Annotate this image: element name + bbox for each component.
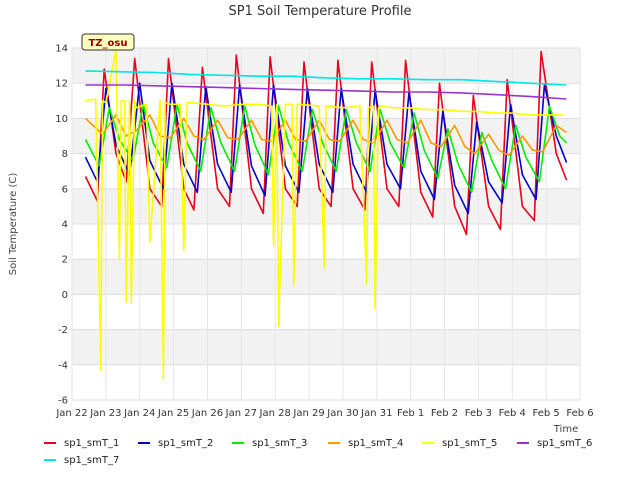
x-axis-label: Time bbox=[553, 424, 578, 435]
chart-legend: sp1_smT_1 sp1_smT_2 sp1_smT_3 sp1_smT_4 sp1_… bbox=[0, 436, 640, 476]
legend-item: sp1_smT_4 bbox=[328, 438, 403, 449]
legend-label: sp1_smT_2 bbox=[158, 438, 214, 449]
legend-item: sp1_smT_1 bbox=[44, 438, 119, 449]
y-tick-label: 6 bbox=[62, 184, 68, 195]
series-line-sp1_smT_6 bbox=[85, 84, 567, 100]
legend-swatch bbox=[44, 442, 56, 444]
series-line-sp1_smT_3 bbox=[84, 103, 568, 194]
x-tick-label: Jan 30 bbox=[326, 408, 358, 419]
chart-title: SP1 Soil Temperature Profile bbox=[229, 4, 412, 19]
series-line-sp1_smT_5 bbox=[85, 48, 564, 380]
legend-item: sp1_smT_3 bbox=[232, 438, 307, 449]
x-tick-label: Feb 6 bbox=[566, 408, 593, 419]
x-tick-label: Jan 24 bbox=[123, 408, 155, 419]
y-tick-label: -2 bbox=[58, 325, 68, 336]
y-tick-label: 8 bbox=[62, 149, 68, 160]
grid-bands bbox=[72, 48, 580, 365]
series-line-sp1_smT_4 bbox=[84, 114, 567, 157]
annotation-box bbox=[81, 33, 135, 51]
legend-swatch bbox=[422, 442, 434, 444]
legend-label: sp1_smT_1 bbox=[64, 438, 120, 449]
legend-label: sp1_smT_7 bbox=[64, 455, 120, 466]
legend-swatch bbox=[232, 442, 244, 444]
y-tick-labels: -6 -4 -2 0 2 4 6 8 10 12 14 bbox=[55, 44, 68, 407]
legend-swatch bbox=[44, 459, 56, 461]
y-tick-label: 14 bbox=[55, 44, 68, 55]
legend-item: sp1_smT_6 bbox=[517, 438, 592, 449]
x-tick-label: Jan 28 bbox=[259, 408, 291, 419]
legend-item: sp1_smT_2 bbox=[138, 438, 213, 449]
series-lines bbox=[84, 48, 568, 380]
x-tick-labels: Jan 22 Jan 23 Jan 24 Jan 25 Jan 26 Jan 27 Jan … bbox=[55, 408, 593, 419]
x-tick-label: Jan 26 bbox=[191, 408, 223, 419]
legend-label: sp1_smT_5 bbox=[442, 438, 498, 449]
y-tick-label: 12 bbox=[55, 79, 68, 90]
legend-swatch bbox=[138, 442, 150, 444]
x-tick-label: Feb 4 bbox=[499, 408, 526, 419]
legend-label: sp1_smT_6 bbox=[537, 438, 593, 449]
y-tick-label: 0 bbox=[62, 290, 68, 301]
y-tick-label: -4 bbox=[58, 360, 68, 371]
y-tick-label: -6 bbox=[58, 396, 68, 407]
y-tick-label: 4 bbox=[62, 220, 68, 231]
y-axis-label: Soil Temperature (C) bbox=[8, 173, 19, 276]
legend-item: sp1_smT_5 bbox=[422, 438, 497, 449]
grid-lines bbox=[71, 47, 581, 401]
grid-band bbox=[72, 259, 580, 295]
legend-swatch bbox=[328, 442, 340, 444]
x-tick-label: Feb 2 bbox=[431, 408, 458, 419]
x-tick-label: Feb 1 bbox=[397, 408, 424, 419]
y-tick-label: 2 bbox=[62, 255, 68, 266]
legend-item: sp1_smT_7 bbox=[44, 455, 119, 466]
legend-label: sp1_smT_4 bbox=[348, 438, 404, 449]
y-tick-label: 10 bbox=[55, 114, 68, 125]
x-tick-label: Jan 29 bbox=[292, 408, 324, 419]
x-tick-label: Jan 22 bbox=[55, 408, 87, 419]
x-tick-label: Feb 3 bbox=[465, 408, 492, 419]
legend-swatch bbox=[517, 442, 529, 444]
x-tick-label: Jan 27 bbox=[225, 408, 257, 419]
grid-band bbox=[72, 329, 580, 365]
x-tick-label: Jan 23 bbox=[89, 408, 121, 419]
x-tick-label: Feb 5 bbox=[533, 408, 560, 419]
annotation-label: TZ_osu bbox=[88, 38, 127, 49]
legend-label: sp1_smT_3 bbox=[252, 438, 308, 449]
x-tick-label: Jan 25 bbox=[157, 408, 189, 419]
x-tick-label: Jan 31 bbox=[360, 408, 392, 419]
series-line-sp1_smT_7 bbox=[85, 70, 567, 86]
